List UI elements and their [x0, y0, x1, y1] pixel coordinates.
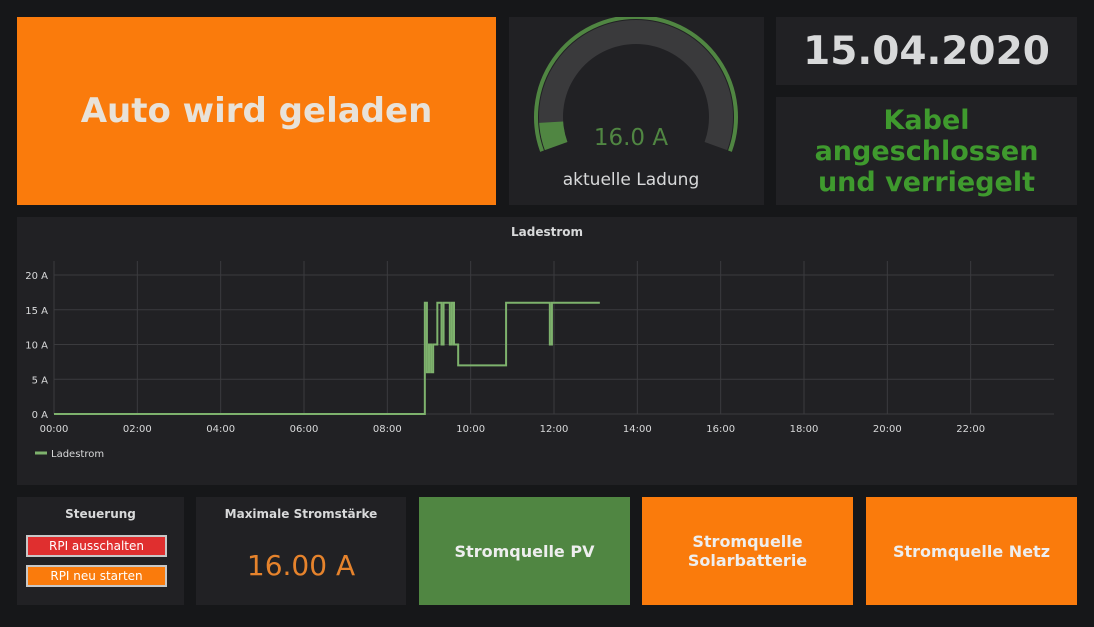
- chart-x-tick-label: 18:00: [790, 424, 819, 435]
- steuerung-title: Steuerung: [65, 507, 136, 521]
- chart-x-tick-label: 14:00: [623, 424, 652, 435]
- chart-x-tick-label: 06:00: [290, 424, 319, 435]
- max-current-panel: Maximale Stromstärke 16.00 A: [196, 497, 406, 605]
- chart-x-tick-label: 12:00: [540, 424, 569, 435]
- gauge-panel: 16.0 A aktuelle Ladung: [509, 17, 764, 205]
- cable-line-1: Kabel: [883, 104, 970, 136]
- status-text: Auto wird geladen: [80, 91, 433, 131]
- cable-status-text: Kabel angeschlossen und verriegelt: [815, 105, 1039, 198]
- chart-y-tick-label: 5 A: [32, 375, 49, 386]
- current-gauge: 16.0 A aktuelle Ladung: [534, 17, 738, 190]
- rpi-shutdown-button[interactable]: RPI ausschalten: [26, 535, 167, 557]
- chart-legend-label: Ladestrom: [51, 449, 104, 460]
- ladestrom-chart: 0 A 5 A 10 A 15 A 20 A 00:00 02:00 04:00 06:00 08…: [25, 261, 1054, 460]
- chart-title: Ladestrom: [510, 225, 584, 239]
- cable-line-2: angeschlossen: [814, 135, 1039, 167]
- source-netz-label: Stromquelle Netz: [892, 541, 1050, 561]
- chart-x-tick-label: 04:00: [206, 424, 235, 435]
- steuerung-panel: Steuerung RPI ausschalten RPI neu starte…: [17, 497, 184, 605]
- chart-y-tick-label: 15 A: [25, 306, 48, 317]
- cable-status-panel: Kabel angeschlossen und verriegelt: [776, 97, 1077, 205]
- rpi-restart-button[interactable]: RPI neu starten: [26, 565, 167, 587]
- chart-x-tick-label: 08:00: [373, 424, 402, 435]
- source-pv-label: Stromquelle PV: [454, 541, 595, 561]
- chart-y-tick-label: 10 A: [25, 341, 48, 352]
- chart-y-tick-label: 0 A: [32, 410, 49, 421]
- chart-x-tick-label: 20:00: [873, 424, 902, 435]
- max-current-value: 16.00 A: [246, 549, 356, 582]
- chart-x-tick-label: 22:00: [956, 424, 985, 435]
- gauge-threshold-arc: [534, 17, 738, 152]
- chart-x-tick-label: 00:00: [40, 424, 69, 435]
- cable-line-3: und verriegelt: [817, 166, 1036, 198]
- max-current-title: Maximale Stromstärke: [224, 507, 378, 521]
- source-solarbatterie-panel[interactable]: Stromquelle Solarbatterie: [642, 497, 853, 605]
- ladestrom-chart-panel: 0 A 5 A 10 A 15 A 20 A 00:00 02:00 04:00 06:00 08…: [17, 217, 1077, 485]
- source-solarbatterie-line-2: Solarbatterie: [687, 551, 808, 570]
- source-solarbatterie-line-1: Stromquelle: [692, 532, 803, 551]
- gauge-label: aktuelle Ladung: [563, 170, 700, 190]
- source-netz-panel[interactable]: Stromquelle Netz: [866, 497, 1077, 605]
- gauge-value-arc: [539, 121, 568, 151]
- chart-x-tick-label: 10:00: [456, 424, 485, 435]
- date-panel: 15.04.2020: [776, 17, 1077, 85]
- chart-y-tick-label: 20 A: [25, 271, 48, 282]
- gauge-background-arc: [539, 20, 733, 151]
- chart-series-line: [54, 301, 600, 415]
- source-solarbatterie-label: Stromquelle Solarbatterie: [688, 532, 807, 570]
- status-panel: Auto wird geladen: [17, 17, 496, 205]
- source-pv-panel[interactable]: Stromquelle PV: [419, 497, 630, 605]
- date-text: 15.04.2020: [803, 28, 1050, 74]
- chart-x-tick-label: 16:00: [706, 424, 735, 435]
- chart-x-tick-label: 02:00: [123, 424, 152, 435]
- gauge-value-text: 16.0 A: [594, 125, 669, 151]
